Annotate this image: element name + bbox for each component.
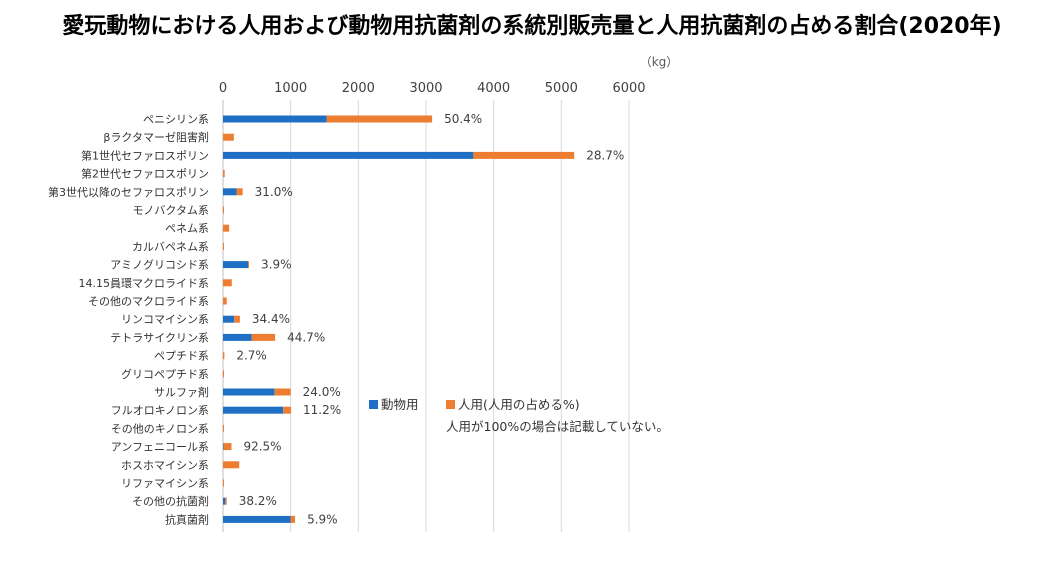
category-label: 抗真菌剤: [165, 512, 209, 526]
bar-animal: [223, 443, 224, 451]
category-label: 第2世代セファロスポリン: [81, 167, 209, 181]
category-label: アミノグリコシド系: [110, 258, 209, 272]
data-label: 44.7%: [287, 330, 325, 344]
bar-human: [236, 188, 243, 196]
bars: [223, 115, 575, 523]
category-label: テトラサイクリン系: [110, 331, 209, 344]
x-tick-label: 4000: [477, 81, 510, 96]
bar-animal: [223, 315, 235, 323]
category-label: 第1世代セファロスポリン: [81, 148, 209, 162]
bar-animal: [223, 333, 252, 341]
bar-human: [283, 406, 292, 414]
category-label: リンコマイシン系: [121, 313, 209, 326]
x-tick-label: 6000: [612, 81, 645, 96]
bar-human: [223, 297, 227, 305]
category-label: 第3世代以降のセファロスポリン: [48, 185, 209, 199]
data-label: 31.0%: [255, 185, 293, 199]
x-tick-label: 3000: [409, 81, 442, 96]
category-label: フルオロキノロン系: [111, 404, 209, 417]
legend: 動物用 人用(人用の占める%) 人用が100%の場合は記載していない。: [369, 397, 669, 434]
bar-human: [223, 443, 232, 451]
category-label: ペニシリン系: [143, 113, 209, 126]
bar-animal: [223, 406, 284, 414]
x-axis-ticks: 0 1000 2000 3000 4000 5000 6000: [219, 81, 646, 96]
bar-human: [223, 206, 224, 214]
chart-title: 愛玩動物における人用および動物用抗菌剤の系統別販売量と人用抗菌剤の占める割合(2…: [62, 14, 1002, 39]
bar-animal: [223, 261, 249, 269]
category-label: ペネム系: [165, 222, 209, 235]
bar-human: [274, 388, 291, 396]
bar-human: [223, 352, 225, 360]
legend-swatch-human: [446, 400, 455, 409]
unit-label: （kg）: [640, 55, 679, 69]
category-label: その他のマクロライド系: [88, 295, 209, 308]
category-label: その他の抗菌剤: [132, 494, 209, 508]
bar-animal: [223, 388, 275, 396]
bar-human: [223, 461, 240, 469]
bar-animal: [223, 188, 237, 196]
category-label: ペプチド系: [154, 350, 209, 363]
category-label: サルファ剤: [154, 385, 209, 399]
category-label: アンフェニコール系: [111, 441, 209, 454]
bar-human: [223, 224, 230, 232]
data-label: 92.5%: [243, 440, 281, 454]
category-label: グリコペプチド系: [121, 367, 209, 381]
bar-animal: [223, 151, 474, 159]
bar-human: [223, 424, 224, 432]
data-label: 3.9%: [261, 258, 292, 272]
legend-note: 人用が100%の場合は記載していない。: [446, 419, 669, 434]
bar-human: [473, 151, 575, 159]
category-label: 14.15員環マクロライド系: [79, 277, 210, 290]
data-label: 50.4%: [444, 112, 482, 126]
x-tick-label: 1000: [274, 81, 307, 96]
data-label: 11.2%: [303, 403, 341, 417]
legend-swatch-animal: [369, 400, 378, 409]
bar-human: [223, 170, 225, 178]
bar-human: [234, 315, 240, 323]
bar-human: [248, 261, 250, 269]
x-tick-label: 5000: [545, 81, 578, 96]
x-tick-label: 0: [219, 81, 227, 96]
legend-label-human: 人用(人用の占める%): [458, 397, 580, 412]
category-label: リファマイシン系: [121, 477, 209, 490]
category-label: カルバペネム系: [132, 240, 209, 253]
data-labels: 50.4% 28.7% 31.0% 3.9% 34.4% 44.7% 2.7% 24.0% 11…: [236, 112, 624, 526]
bar-human: [223, 370, 224, 378]
category-label: ホスホマイシン系: [121, 459, 209, 472]
category-labels: ペニシリン系 βラクタマーゼ阻害剤第1世代セファロスポリン第2世代セファロスポリン…: [48, 113, 209, 526]
data-label: 34.4%: [252, 312, 290, 326]
x-tick-label: 2000: [342, 81, 375, 96]
data-label: 24.0%: [303, 385, 341, 399]
data-label: 5.9%: [307, 512, 338, 526]
bar-human: [251, 333, 276, 341]
bar-human: [223, 479, 224, 487]
category-label: モノバクタム系: [132, 204, 209, 217]
data-label: 28.7%: [586, 148, 624, 162]
legend-label-animal: 動物用: [381, 397, 419, 412]
bar-animal: [223, 515, 291, 523]
bar-human: [326, 115, 433, 123]
category-label: その他のキノロン系: [111, 422, 209, 435]
bar-human: [290, 515, 296, 523]
data-label: 2.7%: [236, 349, 267, 363]
bar-animal: [223, 115, 327, 123]
bar-human: [223, 242, 224, 250]
bar-animal: [223, 497, 226, 505]
data-label: 38.2%: [239, 494, 277, 508]
bar-human: [223, 279, 232, 287]
bar-human: [223, 133, 234, 141]
bar-human: [225, 497, 227, 505]
category-label: βラクタマーゼ阻害剤: [103, 130, 209, 144]
